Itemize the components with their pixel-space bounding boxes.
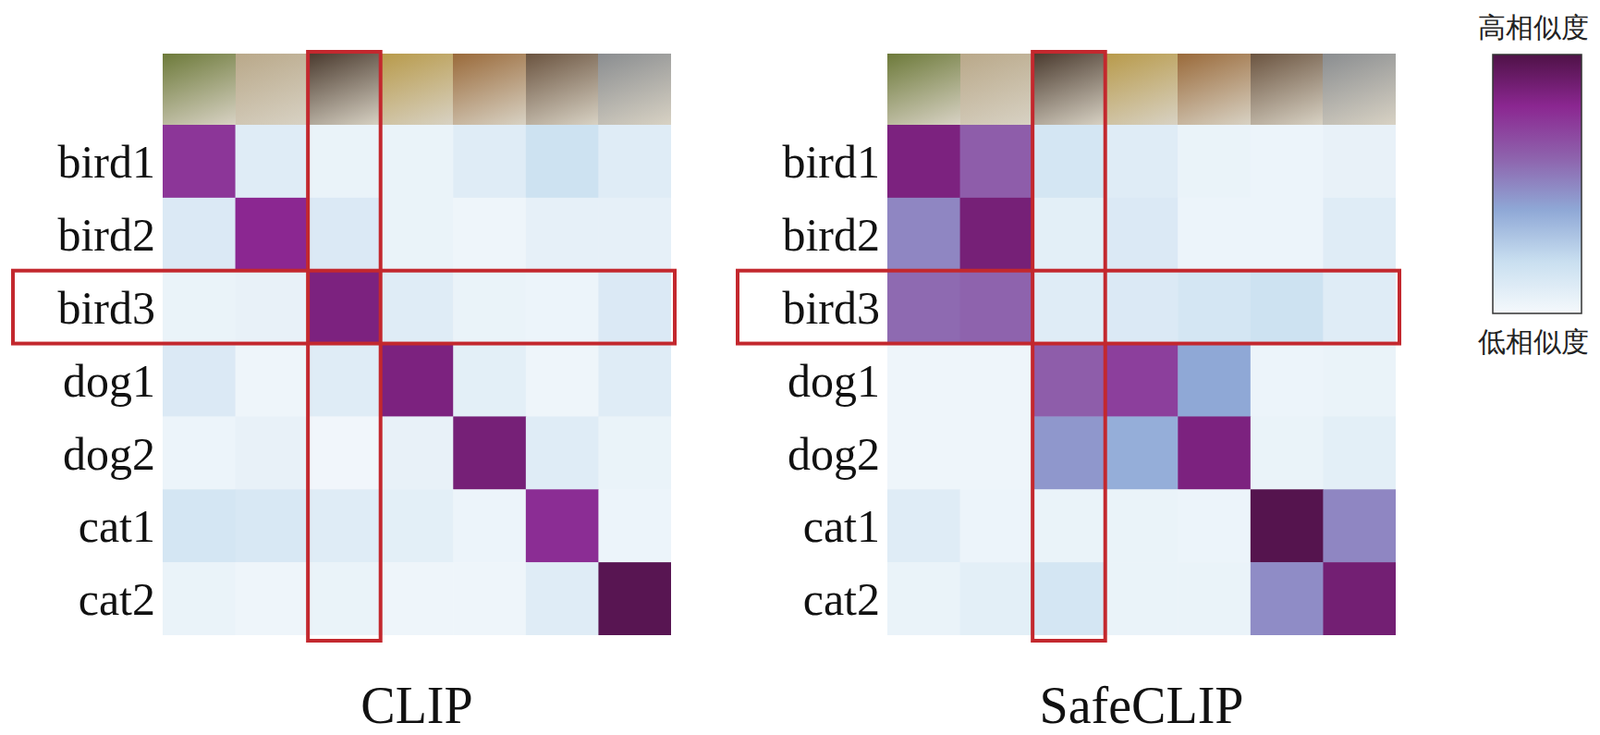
html-text:CLIP: CLIP [360, 676, 473, 734]
svg-text:dog1: dog1 [62, 354, 156, 407]
svg-text:cat1: cat1 [78, 500, 156, 552]
svg-text:bird1: bird1 [57, 135, 156, 188]
svg-text:bird2: bird2 [781, 208, 880, 261]
svg-text:bird2: bird2 [57, 208, 156, 261]
svg-text:cat1: cat1 [803, 500, 880, 552]
svg-text:cat2: cat2 [78, 573, 156, 625]
svg-text:dog2: dog2 [62, 427, 156, 480]
html-text:低相似度: 低相似度 [1477, 325, 1589, 358]
html-text:高相似度: 高相似度 [1477, 11, 1589, 44]
svg-text:dog2: dog2 [787, 427, 880, 480]
html-text:SafeCLIP: SafeCLIP [1039, 676, 1244, 734]
svg-text:bird1: bird1 [781, 135, 880, 188]
svg-text:bird3: bird3 [57, 281, 156, 334]
svg-text:bird3: bird3 [781, 281, 880, 334]
svg-text:dog1: dog1 [787, 354, 880, 407]
svg-text:cat2: cat2 [803, 573, 880, 625]
